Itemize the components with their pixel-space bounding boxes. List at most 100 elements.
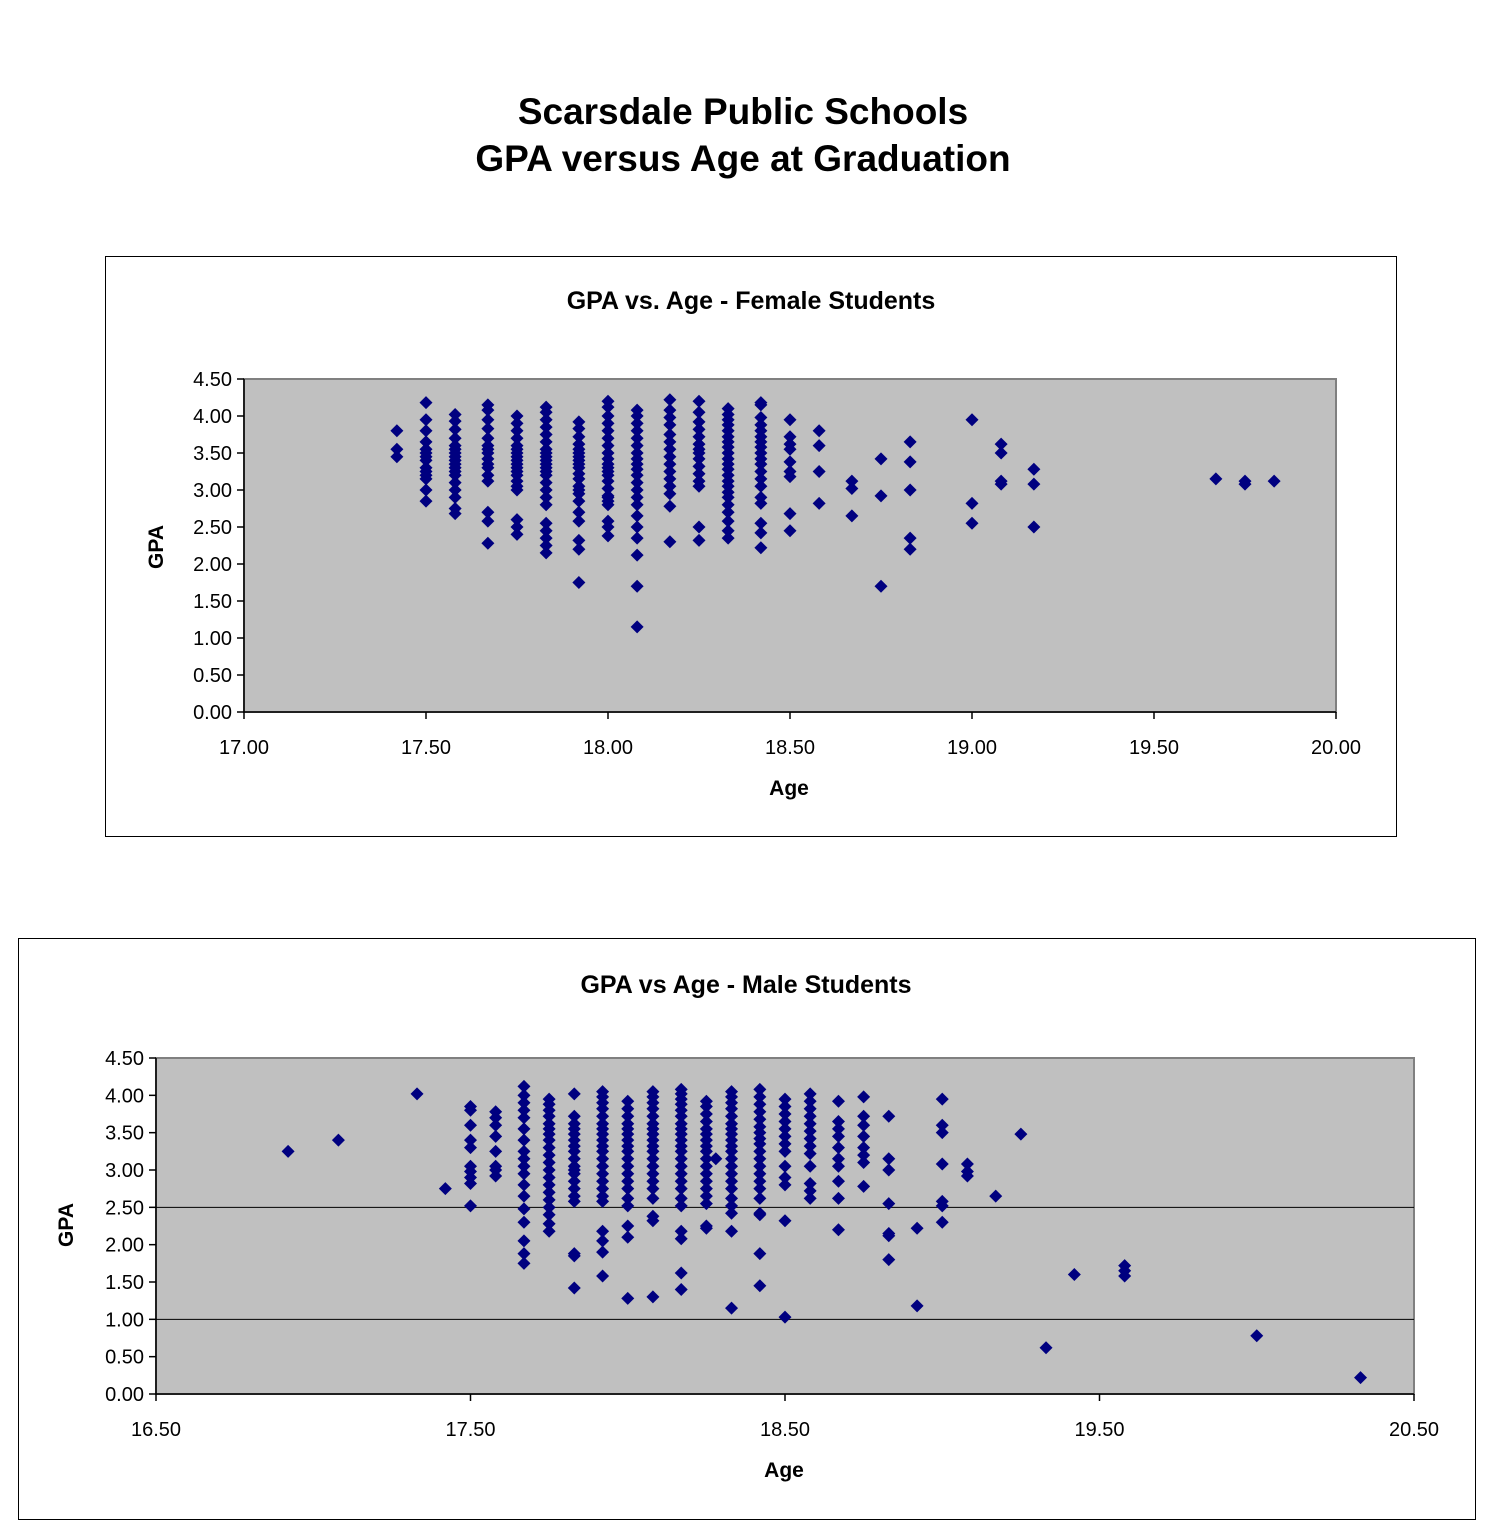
male-data-point <box>778 1114 792 1128</box>
male-data-point <box>778 1107 792 1121</box>
female-data-point <box>812 496 826 510</box>
male-data-point <box>725 1224 739 1238</box>
female-data-point <box>419 483 433 497</box>
male-data-point <box>699 1189 713 1203</box>
female-data-point <box>481 514 495 528</box>
male-data-point <box>778 1100 792 1114</box>
female-data-point <box>419 472 433 486</box>
male-data-point <box>567 1249 581 1263</box>
female-x-tick-label: 19.00 <box>947 737 997 759</box>
female-data-point <box>783 430 797 444</box>
female-data-point <box>783 455 797 469</box>
male-data-point <box>646 1182 660 1196</box>
female-data-point <box>721 514 735 528</box>
male-x-tick-label: 17.50 <box>445 1419 495 1441</box>
female-data-point <box>994 477 1008 491</box>
female-data-point <box>539 483 553 497</box>
male-data-point <box>778 1122 792 1136</box>
male-data-point <box>709 1152 723 1166</box>
female-x-axis-label: Age <box>769 777 809 800</box>
female-data-point <box>663 393 677 407</box>
female-data-point <box>630 531 644 545</box>
male-data-point <box>621 1182 635 1196</box>
female-data-point <box>845 482 859 496</box>
male-data-point <box>778 1092 792 1106</box>
male-data-point <box>725 1301 739 1315</box>
female-data-point <box>783 524 797 538</box>
male-data-point <box>517 1133 531 1147</box>
male-data-point <box>831 1174 845 1188</box>
male-data-point <box>596 1194 610 1208</box>
male-data-point <box>517 1152 531 1166</box>
female-data-point <box>448 422 462 436</box>
male-data-point <box>489 1111 503 1125</box>
male-data-point <box>882 1109 896 1123</box>
male-data-point <box>489 1144 503 1158</box>
male-data-point <box>542 1178 556 1192</box>
male-data-point <box>517 1144 531 1158</box>
female-data-point <box>721 524 735 538</box>
male-data-point <box>517 1167 531 1181</box>
female-data-point <box>903 531 917 545</box>
male-data-point <box>646 1167 660 1181</box>
female-data-point <box>510 527 524 541</box>
male-x-tick-label: 19.50 <box>1074 1419 1124 1441</box>
male-data-point <box>489 1118 503 1132</box>
female-data-point <box>390 450 404 464</box>
male-data-point <box>753 1279 767 1293</box>
male-data-point <box>596 1174 610 1188</box>
female-data-point <box>630 431 644 445</box>
male-data-point <box>621 1152 635 1166</box>
female-y-tick-label: 3.00 <box>193 480 232 502</box>
male-data-point <box>621 1291 635 1305</box>
male-x-tick-label: 16.50 <box>131 1419 181 1441</box>
female-data-point <box>663 535 677 549</box>
female-data-point <box>721 531 735 545</box>
female-data-point <box>903 483 917 497</box>
male-data-point <box>517 1111 531 1125</box>
male-data-point <box>567 1281 581 1295</box>
female-data-point <box>845 509 859 523</box>
female-data-point <box>510 483 524 497</box>
female-data-point <box>663 472 677 486</box>
male-data-point <box>803 1087 817 1101</box>
male-data-point <box>753 1208 767 1222</box>
male-data-point <box>882 1152 896 1166</box>
female-data-point <box>692 394 706 408</box>
female-data-point <box>692 520 706 534</box>
female-data-point <box>572 430 586 444</box>
female-data-point <box>903 542 917 556</box>
female-data-point <box>994 446 1008 460</box>
male-data-point <box>699 1107 713 1121</box>
female-data-point <box>539 539 553 552</box>
page-title: Scarsdale Public Schools GPA versus Age … <box>0 88 1486 182</box>
male-data-point <box>596 1152 610 1166</box>
female-data-point <box>481 422 495 436</box>
male-data-point <box>646 1159 660 1173</box>
female-data-point <box>630 548 644 562</box>
male-data-point <box>831 1114 845 1128</box>
male-data-point <box>699 1114 713 1128</box>
male-data-point <box>857 1118 871 1132</box>
male-data-point <box>831 1191 845 1205</box>
male-data-point <box>646 1174 660 1188</box>
male-data-point <box>857 1156 871 1170</box>
male-data-point <box>778 1129 792 1143</box>
male-data-point <box>803 1109 817 1123</box>
female-data-point <box>754 516 768 530</box>
male-x-tick-label: 18.50 <box>760 1419 810 1441</box>
male-data-point <box>803 1159 817 1173</box>
male-data-point <box>753 1090 767 1104</box>
male-data-point <box>517 1103 531 1117</box>
male-data-point <box>753 1247 767 1261</box>
female-data-point <box>903 455 917 469</box>
female-data-point <box>419 413 433 427</box>
male-data-point <box>803 1094 817 1108</box>
male-data-point <box>725 1159 739 1173</box>
male-data-point <box>281 1144 295 1158</box>
female-data-point <box>601 400 615 414</box>
female-data-point <box>1027 477 1041 491</box>
female-data-point <box>448 507 462 521</box>
male-data-point <box>674 1282 688 1296</box>
male-data-point <box>831 1152 845 1166</box>
